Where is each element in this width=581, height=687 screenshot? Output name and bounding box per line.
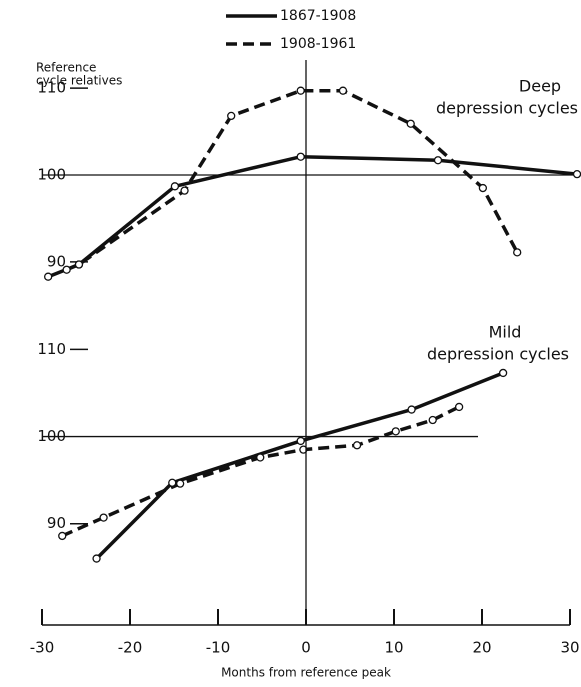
x-tick-label: 0 [301,639,311,657]
data-point [227,111,236,121]
series-line [61,405,460,538]
y-axis-label: Reference [36,61,96,75]
data-point [99,513,108,522]
data-point [299,445,308,454]
data-point [454,402,464,412]
data-point [391,427,400,436]
x-tick-label: 10 [384,639,403,657]
data-point [407,405,416,414]
data-point [296,436,305,446]
panel-title: depression cycles [436,99,578,118]
data-point [338,86,348,95]
y-tick-label: 110 [37,340,66,358]
data-point [478,183,488,193]
data-point [176,479,185,488]
data-point [296,152,305,161]
x-tick-label: 20 [472,639,491,657]
data-point [168,478,177,487]
data-point [44,272,53,281]
x-tick-label: -10 [206,639,231,657]
y-tick-label: 90 [47,252,66,270]
y-axis-label: cycle relatives [36,74,122,88]
panel-title: depression cycles [427,345,569,364]
data-point [572,169,581,179]
data-point [498,368,508,378]
data-point [58,531,67,541]
x-tick-label: -30 [30,639,55,657]
x-tick-label: 30 [560,639,579,657]
panel-title: Mild [489,323,522,342]
data-point [62,265,71,274]
panel-title: Deep [519,77,561,96]
series-line [95,371,504,560]
legend-label: 1908-1961 [280,36,356,52]
x-tick-label: -20 [118,639,143,657]
data-point [352,441,362,450]
data-point [170,182,180,191]
data-point [433,156,443,165]
data-point [406,119,415,128]
data-point [296,86,305,95]
data-point [180,186,189,195]
data-point [92,554,101,563]
data-point [74,260,84,269]
y-tick-label: 110 [37,79,66,97]
legend-label: 1867-1908 [280,8,356,24]
series-line [65,88,519,272]
data-point [428,415,437,425]
x-axis-label: Months from reference peak [221,666,391,680]
y-tick-label: 90 [47,514,66,532]
data-point [256,453,265,462]
data-point [513,248,522,257]
